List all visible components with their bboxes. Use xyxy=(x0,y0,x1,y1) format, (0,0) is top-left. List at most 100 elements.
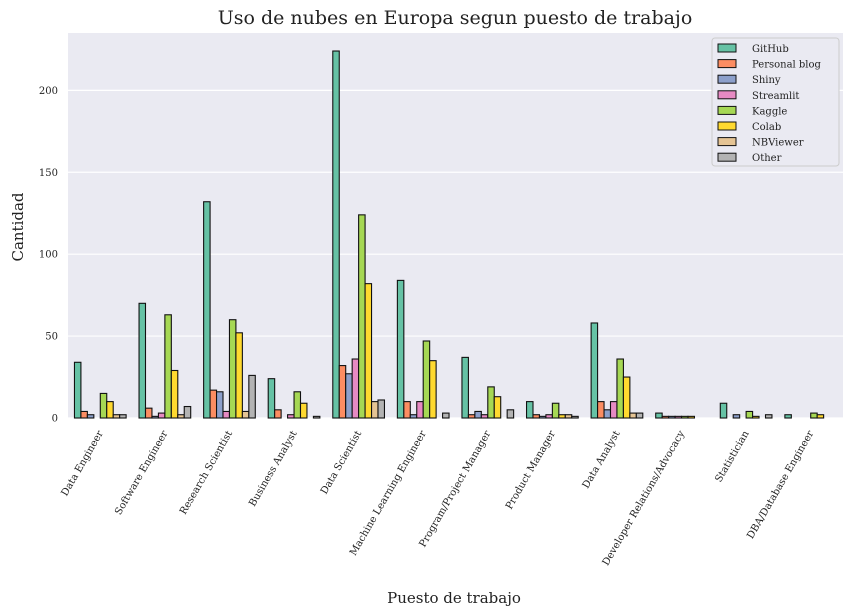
bar-github xyxy=(784,414,792,419)
bar-other xyxy=(635,412,644,419)
bar-personal-blog xyxy=(80,410,88,419)
y-tick-label: 200 xyxy=(39,86,58,97)
bar-shiny xyxy=(603,409,612,419)
legend-label: NBViewer xyxy=(752,138,804,149)
bar-kaggle xyxy=(745,410,754,419)
bar-streamlit xyxy=(416,401,424,419)
bar-streamlit xyxy=(351,358,360,419)
bar-colab xyxy=(235,332,243,419)
bar-nbviewer xyxy=(177,414,185,419)
bars xyxy=(73,50,825,419)
x-tick-label: DBA/Database Engineer xyxy=(745,429,816,541)
legend-label: Other xyxy=(752,153,782,164)
legend-label: Colab xyxy=(752,122,781,133)
x-tick-label: Software Engineer xyxy=(113,429,170,517)
bar-colab xyxy=(622,376,631,419)
bar-kaggle xyxy=(228,319,237,419)
x-axis-label: Puesto de trabajo xyxy=(387,589,521,607)
bar-personal-blog xyxy=(532,414,541,419)
x-tick-label: Research Scientist xyxy=(178,429,235,517)
bar-shiny xyxy=(474,410,482,419)
bar-kaggle xyxy=(164,314,172,419)
bar-github xyxy=(332,50,340,419)
bar-nbviewer xyxy=(112,414,121,419)
bar-personal-blog xyxy=(661,415,670,419)
legend: GitHub Personal blog Shiny Streamlit Kaggle C… xyxy=(711,37,840,167)
bar-kaggle xyxy=(293,391,302,419)
bar-github xyxy=(461,356,469,419)
y-axis-label: Cantidad xyxy=(9,192,27,261)
bar-personal-blog xyxy=(274,409,282,419)
bar-streamlit xyxy=(222,410,231,419)
x-tick-label: Data Engineer xyxy=(60,429,106,498)
bar-kaggle xyxy=(358,214,366,419)
legend-label: Kaggle xyxy=(752,106,787,117)
bar-kaggle xyxy=(487,386,495,419)
legend-swatch xyxy=(717,74,737,84)
bar-nbviewer xyxy=(629,412,637,419)
legend-swatch xyxy=(717,137,737,147)
bar-shiny xyxy=(345,373,353,419)
legend-swatch xyxy=(717,43,737,53)
legend-label: GitHub xyxy=(752,44,789,55)
bar-other xyxy=(377,399,386,419)
bar-streamlit xyxy=(545,414,553,419)
bar-other xyxy=(442,412,450,419)
legend-box xyxy=(711,37,840,167)
grid-lines xyxy=(68,89,843,419)
x-axis-ticks: Data Engineer Software Engineer Research S… xyxy=(60,429,817,568)
bar-streamlit xyxy=(287,414,295,419)
bar-personal-blog xyxy=(144,407,153,419)
bar-github xyxy=(525,401,534,419)
x-tick-label: Product Manager xyxy=(504,429,558,512)
bar-colab xyxy=(170,369,179,419)
bar-kaggle xyxy=(810,412,818,419)
bar-github xyxy=(267,378,276,419)
bar-colab xyxy=(687,415,696,419)
bar-kaggle xyxy=(616,358,624,419)
bar-colab xyxy=(299,402,308,419)
bar-streamlit xyxy=(157,412,166,419)
bar-nbviewer xyxy=(370,401,379,419)
x-tick-label: Data Scientist xyxy=(319,429,364,496)
bar-github xyxy=(73,361,82,419)
bar-other xyxy=(248,374,256,419)
bar-kaggle xyxy=(680,415,689,419)
y-tick-label: 50 xyxy=(45,332,58,343)
bar-kaggle xyxy=(422,340,431,419)
bar-streamlit xyxy=(674,415,683,419)
legend-label: Personal blog xyxy=(752,60,822,71)
bar-other xyxy=(119,414,127,419)
bar-shiny xyxy=(86,414,95,419)
bar-other xyxy=(506,409,515,419)
legend-swatch xyxy=(717,152,737,162)
bar-other xyxy=(312,415,321,419)
bar-kaggle xyxy=(99,392,108,419)
bar-other xyxy=(183,405,192,419)
y-axis-ticks: 0 50 100 150 200 xyxy=(39,86,58,425)
bar-github xyxy=(396,279,405,419)
x-tick-label: Business Analyst xyxy=(247,429,299,509)
bar-kaggle xyxy=(551,402,560,419)
bar-shiny xyxy=(538,415,547,419)
legend-swatch xyxy=(717,121,737,131)
legend-swatch xyxy=(717,59,737,69)
bar-colab xyxy=(816,414,825,419)
legend-label: Shiny xyxy=(752,75,781,86)
bar-shiny xyxy=(732,414,741,419)
y-tick-label: 0 xyxy=(52,414,58,425)
bar-github xyxy=(655,412,663,419)
y-tick-label: 150 xyxy=(39,168,58,179)
bar-github xyxy=(590,322,599,419)
bar-github xyxy=(138,302,147,419)
bar-shiny xyxy=(668,415,676,419)
y-tick-label: 100 xyxy=(39,250,58,261)
x-tick-label: Statistician xyxy=(713,429,752,485)
bar-shiny xyxy=(151,415,159,419)
bar-streamlit xyxy=(609,401,618,419)
x-tick-label: Machine Learning Engineer xyxy=(348,429,429,558)
chart-title: Uso de nubes en Europa segun puesto de t… xyxy=(218,7,693,29)
bar-colab xyxy=(429,360,437,419)
bar-colab xyxy=(106,401,114,419)
